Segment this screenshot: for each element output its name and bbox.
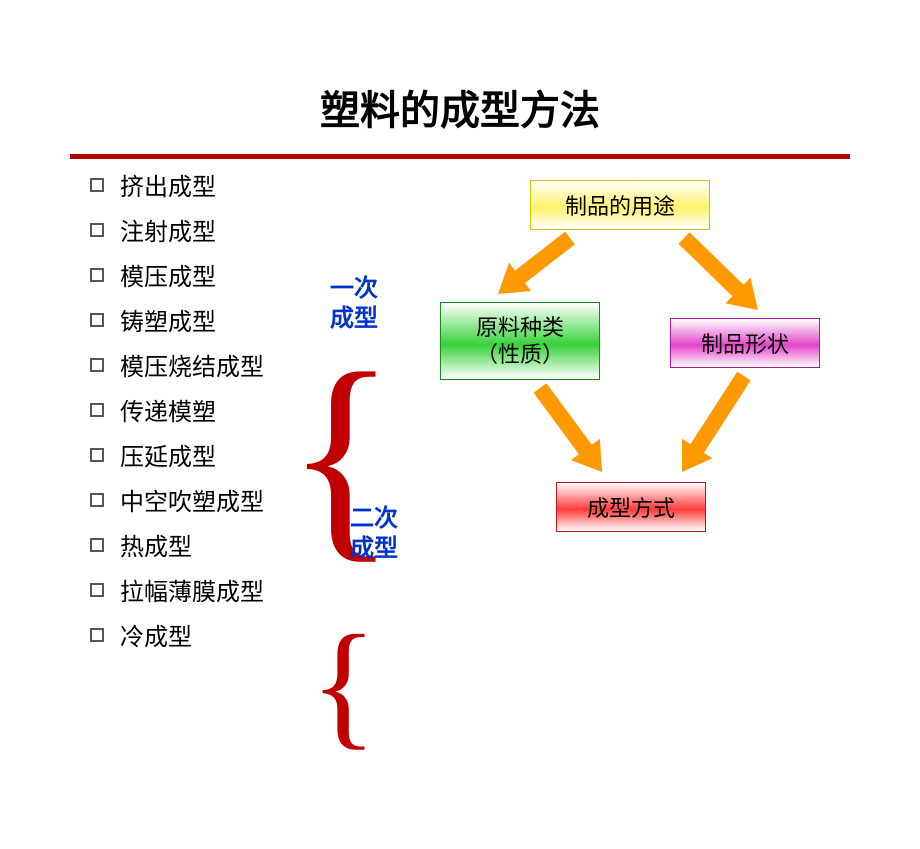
arrow-icon <box>534 383 602 472</box>
slide-body: 挤出成型注射成型模压成型铸塑成型模压烧结成型传递模塑压延成型中空吹塑成型热成型拉… <box>0 159 920 679</box>
category-label-2: 二次 成型 <box>350 504 398 564</box>
flow-node-top-label: 制品的用途 <box>565 189 675 221</box>
list-item: 铸塑成型 <box>90 302 264 337</box>
bullet-icon <box>90 538 104 552</box>
list-item-label: 挤出成型 <box>120 167 216 202</box>
slide: 塑料的成型方法 挤出成型注射成型模压成型铸塑成型模压烧结成型传递模塑压延成型中空… <box>0 0 920 690</box>
flow-node-bottom-label: 成型方式 <box>587 491 675 523</box>
list-item: 冷成型 <box>90 617 264 652</box>
list-item: 拉幅薄膜成型 <box>90 572 264 607</box>
bullet-icon <box>90 223 104 237</box>
flow-node-right-label: 制品形状 <box>701 327 789 359</box>
method-list: 挤出成型注射成型模压成型铸塑成型模压烧结成型传递模塑压延成型中空吹塑成型热成型拉… <box>90 167 264 662</box>
list-item: 模压烧结成型 <box>90 347 264 382</box>
list-item-label: 传递模塑 <box>120 392 216 427</box>
list-item-label: 热成型 <box>120 527 192 562</box>
list-item: 压延成型 <box>90 437 264 472</box>
arrow-icon <box>498 232 575 294</box>
slide-title: 塑料的成型方法 <box>320 78 600 136</box>
list-item-label: 铸塑成型 <box>120 302 216 337</box>
list-item-label: 注射成型 <box>120 212 216 247</box>
bullet-icon <box>90 583 104 597</box>
flow-node-left-line-2: （性质） <box>476 341 564 369</box>
bullet-icon <box>90 628 104 642</box>
list-item-label: 压延成型 <box>120 437 216 472</box>
flow-node-left-line-1: 原料种类 <box>476 314 564 342</box>
list-item-label: 拉幅薄膜成型 <box>120 572 264 607</box>
bullet-icon <box>90 448 104 462</box>
category-2-line-2: 成型 <box>350 535 398 562</box>
list-item-label: 中空吹塑成型 <box>120 482 264 517</box>
list-item: 挤出成型 <box>90 167 264 202</box>
bullet-icon <box>90 358 104 372</box>
bullet-icon <box>90 268 104 282</box>
list-item: 热成型 <box>90 527 264 562</box>
flow-node-right: 制品形状 <box>670 318 820 368</box>
list-item-label: 模压成型 <box>120 257 216 292</box>
flow-node-bottom: 成型方式 <box>556 482 706 532</box>
bullet-icon <box>90 403 104 417</box>
flow-node-left: 原料种类（性质） <box>440 302 600 380</box>
arrow-icon <box>678 232 758 310</box>
list-item: 模压成型 <box>90 257 264 292</box>
category-label-1: 一次 成型 <box>330 274 378 334</box>
bullet-icon <box>90 313 104 327</box>
category-2-line-1: 二次 <box>350 505 398 532</box>
list-item: 注射成型 <box>90 212 264 247</box>
bullet-icon <box>90 493 104 507</box>
list-item: 中空吹塑成型 <box>90 482 264 517</box>
list-item: 传递模塑 <box>90 392 264 427</box>
category-1-line-1: 一次 <box>330 275 378 302</box>
list-item-label: 冷成型 <box>120 617 192 652</box>
bullet-icon <box>90 178 104 192</box>
list-item-label: 模压烧结成型 <box>120 347 264 382</box>
category-1-line-2: 成型 <box>330 305 378 332</box>
flow-node-top: 制品的用途 <box>530 180 710 230</box>
title-wrap: 塑料的成型方法 <box>0 0 920 136</box>
arrow-icon <box>682 372 751 472</box>
